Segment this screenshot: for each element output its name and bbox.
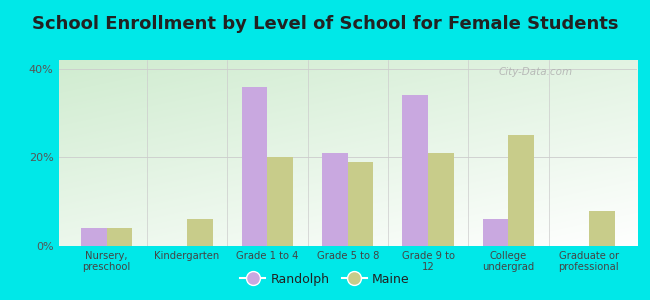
Bar xyxy=(589,211,614,246)
Bar xyxy=(107,228,133,246)
Bar xyxy=(508,135,534,246)
Bar xyxy=(348,162,374,246)
Bar xyxy=(267,158,293,246)
Bar xyxy=(81,228,107,246)
Legend: Randolph, Maine: Randolph, Maine xyxy=(235,268,415,291)
Bar xyxy=(242,87,267,246)
Bar xyxy=(187,219,213,246)
Bar xyxy=(483,219,508,246)
Bar xyxy=(428,153,454,246)
Bar xyxy=(322,153,348,246)
Text: School Enrollment by Level of School for Female Students: School Enrollment by Level of School for… xyxy=(32,15,618,33)
Text: City-Data.com: City-Data.com xyxy=(498,68,572,77)
Bar xyxy=(402,95,428,246)
